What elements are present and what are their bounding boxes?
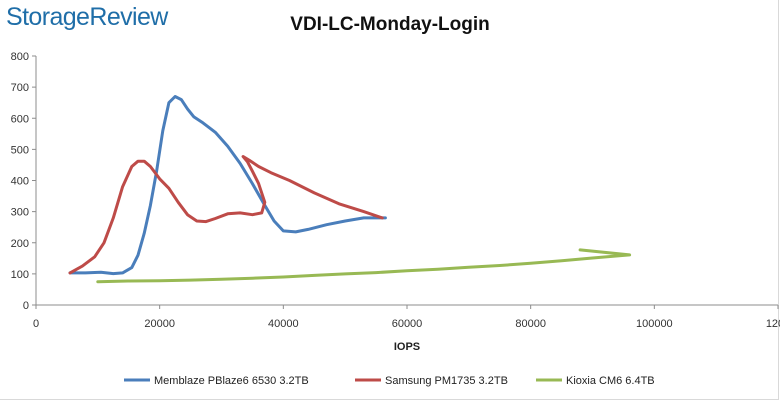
legend-label-2: Samsung PM1735 3.2TB <box>385 375 508 387</box>
y-tick-label: 0 <box>23 300 29 312</box>
y-tick-label: 400 <box>11 176 29 188</box>
x-tick-label: 80000 <box>515 318 546 330</box>
x-tick-label: 40000 <box>268 318 299 330</box>
y-tick-label: 300 <box>11 207 29 219</box>
y-tick-label: 200 <box>11 238 29 250</box>
series-line-3 <box>96 248 632 284</box>
y-tick-label: 600 <box>11 113 29 125</box>
y-tick-label: 100 <box>11 269 29 281</box>
x-tick-label: 60000 <box>392 318 423 330</box>
y-tick-label: 800 <box>11 51 29 63</box>
legend-label-3: Kioxia CM6 6.4TB <box>566 375 655 387</box>
series-line-2 <box>68 155 384 275</box>
x-tick-label: 0 <box>33 318 39 330</box>
y-tick-labels: 0 100 200 300 400 500 600 700 800 <box>11 51 29 312</box>
legend: Memblaze PBlaze6 6530 3.2TB Samsung PM173… <box>124 375 655 387</box>
x-tick-label: 100000 <box>636 318 673 330</box>
series-line-1 <box>68 95 387 276</box>
x-tick-label: 120 <box>766 318 780 330</box>
legend-label-1: Memblaze PBlaze6 6530 3.2TB <box>154 375 309 387</box>
series-lines <box>68 95 632 284</box>
x-tick-labels: 0 20000 40000 60000 80000 100000 120 <box>33 318 780 330</box>
axes <box>32 55 779 309</box>
brand-logo: StorageReview <box>6 3 168 31</box>
y-tick-label: 700 <box>11 82 29 94</box>
chart-title: VDI-LC-Monday-Login <box>290 14 490 35</box>
x-tick-label: 20000 <box>144 318 175 330</box>
x-axis-label: IOPS <box>394 341 420 353</box>
y-tick-label: 500 <box>11 144 29 156</box>
